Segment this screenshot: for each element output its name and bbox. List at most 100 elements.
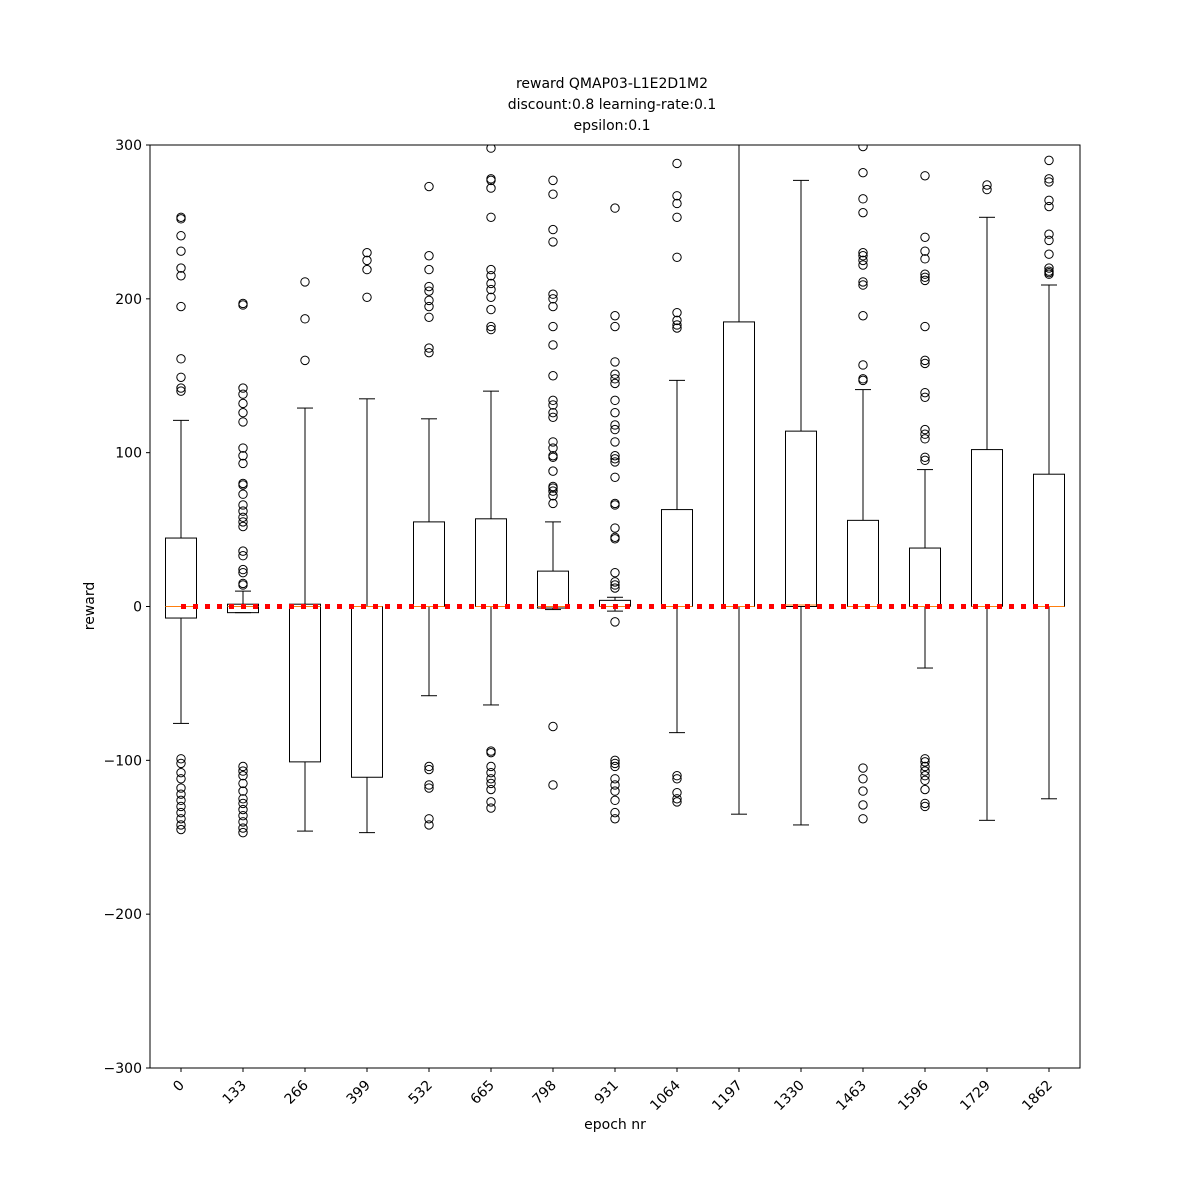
outlier bbox=[672, 158, 682, 169]
outlier bbox=[920, 754, 930, 764]
outlier bbox=[238, 794, 248, 804]
outlier bbox=[610, 454, 620, 464]
x-tick-label: 1330 bbox=[771, 1078, 808, 1115]
x-tick-label: 1729 bbox=[957, 1078, 994, 1115]
outlier bbox=[238, 778, 248, 789]
outlier bbox=[176, 372, 186, 382]
outlier bbox=[238, 443, 248, 453]
outlier bbox=[610, 761, 620, 772]
outlier bbox=[858, 360, 868, 370]
outlier bbox=[610, 786, 620, 796]
outlier bbox=[238, 512, 248, 522]
outlier bbox=[920, 761, 930, 772]
outlier bbox=[1044, 249, 1054, 259]
outlier bbox=[920, 232, 930, 243]
outlier bbox=[238, 766, 248, 776]
outlier bbox=[424, 264, 434, 275]
outlier bbox=[610, 580, 620, 590]
box bbox=[1033, 473, 1065, 607]
chart-title: epsilon:0.1 bbox=[574, 118, 651, 134]
outlier bbox=[920, 757, 930, 767]
outlier bbox=[548, 452, 558, 462]
outlier bbox=[1044, 269, 1054, 279]
outlier bbox=[610, 523, 620, 533]
outlier bbox=[610, 758, 620, 769]
y-tick-label: 100 bbox=[115, 446, 142, 462]
x-tick-label: 665 bbox=[468, 1078, 498, 1108]
outlier bbox=[486, 761, 496, 772]
outlier bbox=[548, 371, 558, 381]
outlier bbox=[486, 747, 496, 758]
x-tick-label: 1064 bbox=[647, 1077, 684, 1114]
outlier bbox=[176, 754, 186, 764]
outlier bbox=[610, 203, 620, 213]
outlier bbox=[548, 175, 558, 186]
outlier bbox=[486, 292, 496, 302]
outlier bbox=[548, 437, 558, 447]
x-tick-label: 931 bbox=[592, 1078, 622, 1108]
outlier bbox=[238, 811, 248, 821]
outlier bbox=[920, 798, 930, 809]
outlier bbox=[548, 721, 558, 732]
outlier bbox=[238, 798, 248, 809]
y-axis-label: reward bbox=[82, 582, 98, 631]
outlier bbox=[424, 286, 434, 296]
outlier bbox=[238, 823, 248, 833]
x-tick-label: 1197 bbox=[709, 1078, 746, 1115]
outlier bbox=[238, 564, 248, 575]
outlier bbox=[920, 275, 930, 286]
outlier bbox=[548, 498, 558, 509]
chart-title: discount:0.8 learning-rate:0.1 bbox=[508, 97, 717, 113]
outlier bbox=[920, 784, 930, 795]
outlier bbox=[548, 224, 558, 235]
outlier bbox=[238, 804, 248, 815]
outlier bbox=[920, 355, 930, 366]
outlier bbox=[858, 800, 868, 810]
outlier bbox=[548, 301, 558, 312]
outlier bbox=[610, 534, 620, 544]
outlier bbox=[424, 301, 434, 312]
outlier bbox=[176, 795, 186, 806]
y-tick-label: 200 bbox=[115, 292, 142, 308]
outlier bbox=[424, 814, 434, 824]
x-tick-label: 1862 bbox=[1019, 1078, 1056, 1115]
outlier bbox=[1044, 177, 1054, 187]
outlier bbox=[610, 617, 620, 627]
outlier bbox=[920, 434, 930, 444]
outlier bbox=[362, 255, 372, 266]
outlier bbox=[548, 395, 558, 406]
box bbox=[413, 521, 445, 607]
outlier bbox=[672, 315, 682, 326]
outlier bbox=[610, 457, 620, 467]
outlier bbox=[486, 304, 496, 315]
x-tick-label: 532 bbox=[406, 1078, 436, 1108]
outlier bbox=[1044, 174, 1054, 184]
outlier bbox=[238, 480, 248, 490]
outlier bbox=[858, 786, 868, 796]
outlier bbox=[424, 783, 434, 793]
outlier bbox=[610, 780, 620, 790]
outlier bbox=[920, 775, 930, 786]
outlier bbox=[610, 369, 620, 379]
outlier bbox=[300, 355, 310, 366]
outlier bbox=[548, 780, 558, 790]
box bbox=[661, 509, 693, 607]
x-axis-label: epoch nr bbox=[584, 1117, 646, 1133]
outlier bbox=[858, 814, 868, 824]
outlier bbox=[920, 171, 930, 181]
outlier bbox=[176, 246, 186, 256]
outlier bbox=[238, 300, 248, 310]
outlier bbox=[176, 774, 186, 784]
outlier bbox=[920, 272, 930, 282]
outlier bbox=[176, 231, 186, 241]
outlier bbox=[486, 145, 496, 153]
outlier bbox=[1044, 201, 1054, 212]
y-tick-label: −300 bbox=[104, 1061, 142, 1077]
outlier bbox=[548, 491, 558, 501]
outlier bbox=[920, 771, 930, 781]
outlier bbox=[610, 321, 620, 332]
outlier bbox=[486, 271, 496, 281]
x-tick-label: 266 bbox=[282, 1077, 312, 1107]
plot-area bbox=[165, 145, 1065, 838]
outlier bbox=[486, 212, 496, 223]
